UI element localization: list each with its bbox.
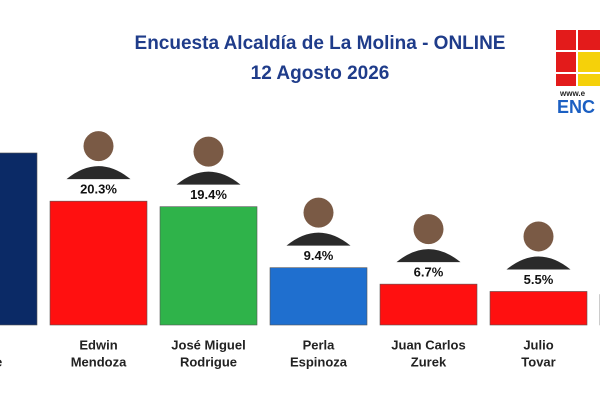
bar <box>269 267 368 326</box>
logo-block <box>578 74 600 86</box>
logo-block <box>556 52 576 72</box>
chart-title: Encuesta Alcaldía de La Molina - ONLINE <box>135 33 506 54</box>
candidate-photo-head <box>523 221 554 252</box>
value-label: 9.4% <box>304 248 334 263</box>
value-label: 19.4% <box>190 187 227 202</box>
logo-name: ENC <box>557 97 595 117</box>
x-tick-label: Espinoza <box>290 354 348 369</box>
bar <box>49 200 148 326</box>
candidate-photo-body <box>396 249 461 263</box>
value-label: 6.7% <box>414 265 444 280</box>
logo-url: www.e <box>559 89 586 98</box>
candidate-photo-body <box>176 171 241 185</box>
bar <box>379 283 478 326</box>
logo-block <box>556 74 576 86</box>
candidate-photo-head <box>303 197 334 228</box>
x-tick-label: Julio <box>523 337 553 352</box>
x-tick-label: Perla <box>303 337 336 352</box>
x-tick-label: Zurek <box>411 354 447 369</box>
x-tick-label: Rodrigue <box>180 354 237 369</box>
candidate-photo-body <box>66 166 131 180</box>
candidate-photo-body <box>506 256 571 270</box>
x-tick-label: Mendoza <box>71 354 127 369</box>
value-label: 20.3% <box>80 182 117 197</box>
bar <box>489 291 588 326</box>
candidate-photo-head <box>83 131 114 162</box>
x-tick-label: Tovar <box>521 354 555 369</box>
candidate-photo-head <box>193 136 224 167</box>
x-tick-label: onte <box>0 354 2 369</box>
bar <box>0 152 38 326</box>
logo: www.e ENC <box>556 30 600 117</box>
candidate-photo-body <box>286 232 351 246</box>
x-tick-label: José Miguel <box>171 337 245 352</box>
chart-subtitle: 12 Agosto 2026 <box>251 63 390 84</box>
candidate-photo-head <box>413 214 444 245</box>
x-tick-label: Juan Carlos <box>391 337 465 352</box>
logo-block <box>578 52 600 72</box>
bar <box>159 206 258 326</box>
logo-block <box>556 30 576 50</box>
logo-block <box>578 30 600 50</box>
value-label: 5.5% <box>524 272 554 287</box>
x-tick-label: Edwin <box>79 337 117 352</box>
